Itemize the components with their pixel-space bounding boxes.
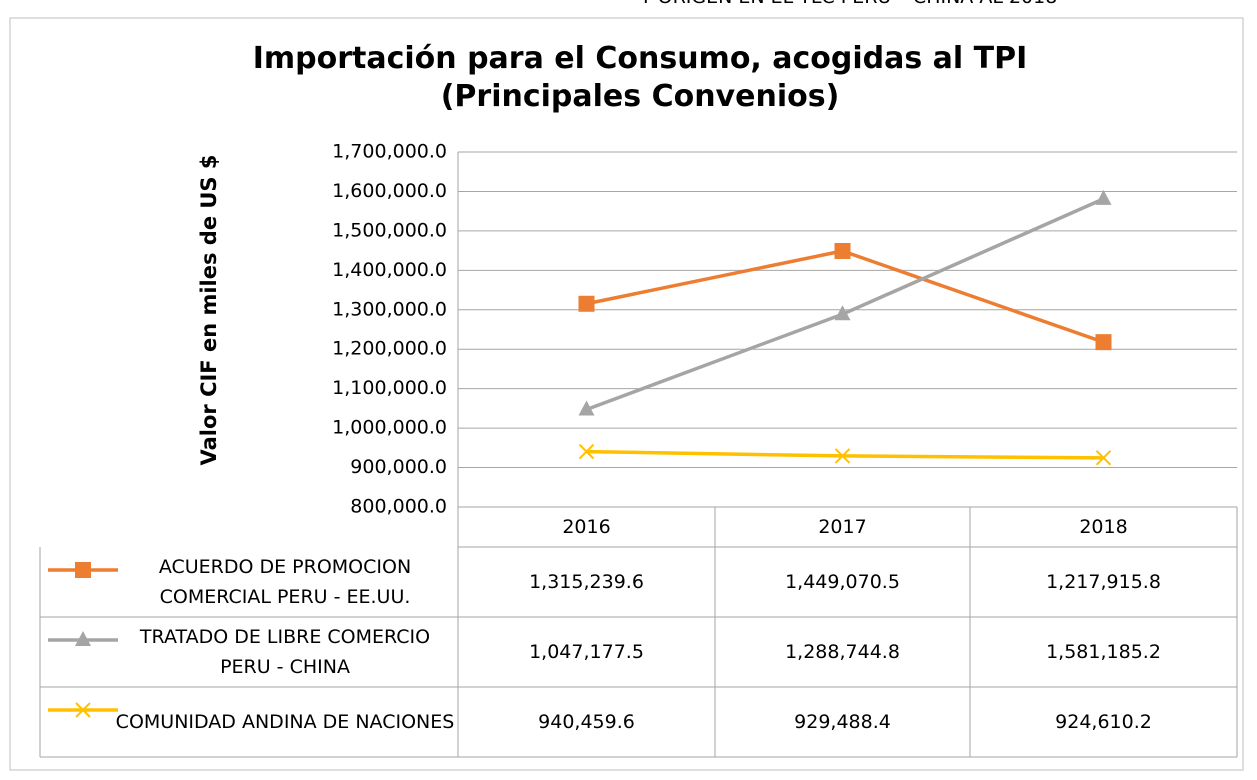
table-value: 1,047,177.5: [529, 641, 644, 663]
chart-title: Importación para el Consumo, acogidas al…: [252, 41, 1028, 114]
marker: [834, 305, 851, 321]
marker: [578, 295, 595, 312]
page-header: Y ORIGEN EN EL TLC PERU – CHINA AL 2018: [640, 0, 1057, 8]
x-tick-label: 2016: [562, 516, 611, 538]
y-tick-label: 1,200,000.0: [332, 338, 447, 360]
table-value: 1,217,915.8: [1046, 571, 1161, 593]
table-value: 1,449,070.5: [785, 571, 900, 593]
y-tick-label: 1,600,000.0: [332, 180, 447, 202]
y-tick-label: 1,000,000.0: [332, 417, 447, 439]
marker: [75, 702, 91, 718]
table-value: 1,288,744.8: [785, 641, 900, 663]
table-value: 929,488.4: [794, 711, 891, 733]
marker: [1095, 450, 1112, 466]
marker: [75, 562, 91, 578]
y-tick-label: 1,700,000.0: [332, 141, 447, 163]
y-tick-label: 900,000.0: [350, 456, 447, 478]
y-tick-label: 1,300,000.0: [332, 298, 447, 320]
table-value: 1,581,185.2: [1046, 641, 1161, 663]
marker: [1095, 334, 1112, 351]
y-tick-label: 1,400,000.0: [332, 259, 447, 281]
legend-label: TRATADO DE LIBRE COMERCIO PERU - CHINA: [139, 626, 431, 678]
x-tick-label: 2017: [818, 516, 867, 538]
marker: [578, 443, 595, 460]
marker: [834, 448, 851, 464]
legend-label: ACUERDO DE PROMOCION COMERCIAL PERU - EE…: [158, 556, 412, 608]
table-value: 940,459.6: [538, 711, 635, 733]
marker: [75, 631, 91, 646]
table-value: 924,610.2: [1055, 711, 1152, 733]
marker: [578, 400, 595, 416]
x-tick-label: 2018: [1079, 516, 1128, 538]
y-axis-title: Valor CIF en miles de US $: [197, 155, 221, 466]
y-tick-label: 1,500,000.0: [332, 219, 447, 241]
marker: [1095, 189, 1112, 205]
marker: [834, 242, 851, 259]
legend-label: COMUNIDAD ANDINA DE NACIONES: [115, 711, 455, 733]
table-value: 1,315,239.6: [529, 571, 644, 593]
y-tick-label: 800,000.0: [350, 496, 447, 518]
y-tick-label: 1,100,000.0: [332, 377, 447, 399]
